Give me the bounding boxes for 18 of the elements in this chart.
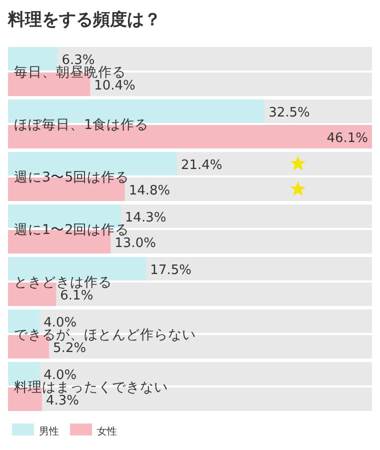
- data-label: 4.3%: [46, 393, 79, 408]
- legend-label: 男性: [39, 426, 59, 438]
- data-label: 21.4%: [180, 158, 222, 173]
- y-tick-label: 毎日、朝昼晩作る: [14, 64, 126, 80]
- data-label: 32.5%: [268, 105, 310, 120]
- data-label: 14.8%: [128, 183, 170, 198]
- data-label: 17.5%: [150, 262, 192, 278]
- data-label: 13.0%: [114, 236, 156, 251]
- data-label: 10.4%: [94, 78, 136, 94]
- y-tick-label: 週に3〜5回は作る: [14, 170, 130, 186]
- data-label: 6.1%: [60, 288, 94, 304]
- y-tick-label: ほぼ毎日、1食は作る: [14, 117, 149, 133]
- data-label: 46.1%: [326, 130, 368, 146]
- chart-title: 料理をする頻度は？: [7, 10, 161, 30]
- y-tick-label: できるが、ほとんど作らない: [14, 327, 196, 343]
- data-label: 5.2%: [53, 340, 86, 356]
- legend-label: 女性: [97, 426, 117, 438]
- y-tick-label: ときどきは作る: [14, 274, 112, 290]
